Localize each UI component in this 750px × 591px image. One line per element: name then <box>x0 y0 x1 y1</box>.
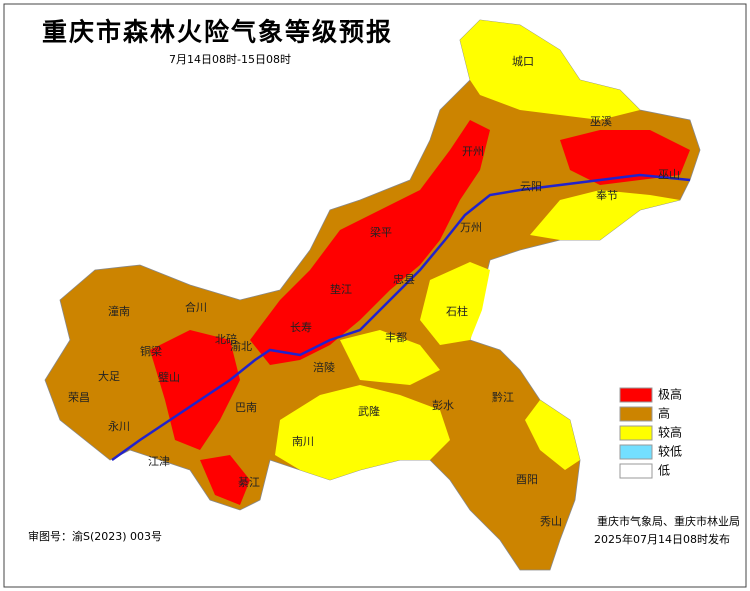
place-label: 巫溪 <box>590 115 612 128</box>
place-label: 垫江 <box>330 282 352 296</box>
place-label: 长寿 <box>290 320 312 334</box>
place-label: 巴南 <box>235 401 257 414</box>
region-higher <box>460 20 640 120</box>
map-subtitle: 7月14日08时-15日08时 <box>169 53 291 66</box>
region-higher <box>340 330 440 385</box>
place-label: 开州 <box>462 145 484 158</box>
map-title: 重庆市森林火险气象等级预报 <box>42 18 393 47</box>
place-label: 云阳 <box>520 180 542 193</box>
place-label: 梁平 <box>370 225 392 239</box>
place-label: 南川 <box>292 435 314 448</box>
issuer: 重庆市气象局、重庆市林业局 <box>597 514 740 528</box>
legend-swatch <box>619 463 653 479</box>
legend-swatch <box>619 425 653 441</box>
place-label: 大足 <box>98 369 120 383</box>
place-label: 丰都 <box>385 331 407 344</box>
legend-label: 较低 <box>658 444 682 459</box>
place-label: 秀山 <box>540 515 562 528</box>
place-label: 黔江 <box>492 390 514 404</box>
region-higher <box>420 262 490 345</box>
region-extreme <box>560 130 690 185</box>
map-regions <box>44 19 701 571</box>
place-label: 璧山 <box>158 370 180 384</box>
legend-label: 较高 <box>658 425 682 440</box>
place-label: 城口 <box>512 55 534 68</box>
place-label: 涪陵 <box>313 360 335 374</box>
place-label: 忠县 <box>393 273 415 286</box>
issue-time: 2025年07月14日08时发布 <box>594 532 730 546</box>
place-label: 合川 <box>185 300 207 314</box>
place-label: 綦江 <box>238 476 260 489</box>
place-label: 巫山 <box>658 168 680 181</box>
region-higher <box>525 400 580 470</box>
legend-label: 低 <box>658 464 670 478</box>
place-label: 彭水 <box>432 398 454 412</box>
legend-swatch <box>619 387 653 403</box>
place-label: 奉节 <box>596 188 618 202</box>
place-label: 铜梁 <box>140 344 162 358</box>
region-extreme <box>250 120 490 365</box>
place-label: 江津 <box>148 455 170 468</box>
place-label: 武隆 <box>358 404 380 418</box>
legend-label: 高 <box>658 406 670 421</box>
region-higher <box>530 190 680 240</box>
yangtze-river <box>111 173 691 462</box>
place-label: 石柱 <box>446 304 468 318</box>
legend-swatch <box>619 444 653 460</box>
place-label: 万州 <box>460 221 482 234</box>
legend-swatch <box>619 406 653 422</box>
place-label: 渝北 <box>230 339 252 353</box>
region-extreme <box>200 455 250 505</box>
place-label: 北碚 <box>215 332 237 346</box>
place-label: 永川 <box>108 419 130 433</box>
place-label: 潼南 <box>108 304 130 318</box>
place-label: 酉阳 <box>516 473 538 486</box>
place-label: 荣昌 <box>68 391 90 404</box>
region-extreme <box>150 330 240 450</box>
legend-label: 极高 <box>658 387 682 402</box>
region-higher <box>275 385 450 480</box>
map-number: 审图号：渝S(2023) 003号 <box>28 529 162 543</box>
